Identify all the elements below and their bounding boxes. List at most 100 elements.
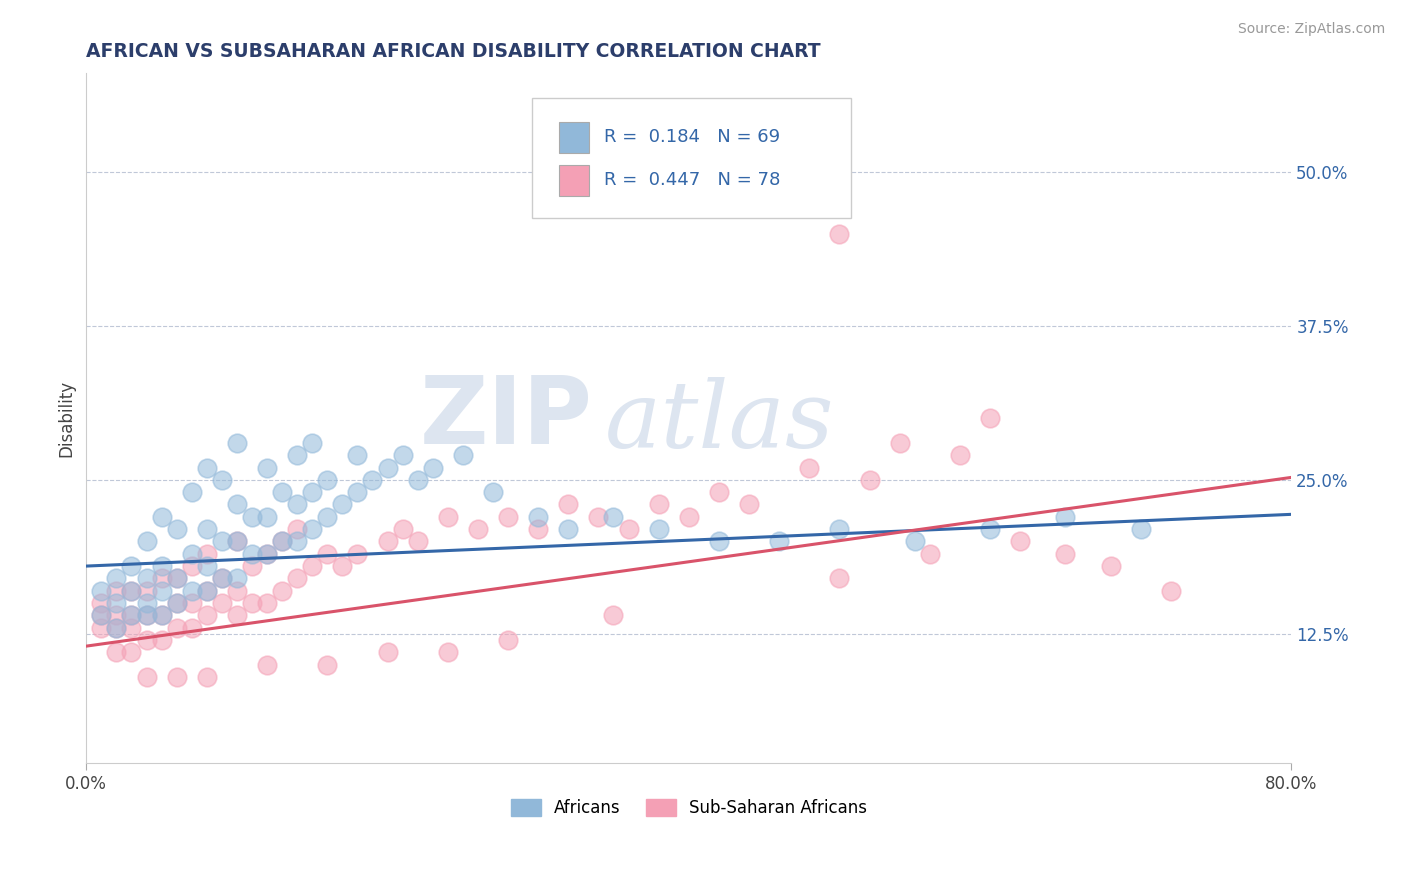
Point [361, 473, 384, 487]
Point [271, 534, 294, 549]
Point [226, 608, 249, 623]
Point [436, 509, 458, 524]
Point [377, 645, 399, 659]
Point [1099, 559, 1122, 574]
Point [391, 448, 413, 462]
Point [828, 522, 851, 536]
Point [105, 608, 128, 623]
Point [602, 509, 624, 524]
Point [285, 534, 308, 549]
Point [889, 436, 911, 450]
Point [647, 522, 669, 536]
Point [377, 460, 399, 475]
Point [211, 534, 233, 549]
Point [918, 547, 941, 561]
Point [211, 571, 233, 585]
Point [105, 621, 128, 635]
Point [226, 534, 249, 549]
Point [346, 547, 368, 561]
Point [271, 485, 294, 500]
Text: R =  0.184   N = 69: R = 0.184 N = 69 [605, 128, 780, 146]
Point [180, 559, 202, 574]
Text: Source: ZipAtlas.com: Source: ZipAtlas.com [1237, 22, 1385, 37]
Point [135, 608, 157, 623]
Point [828, 571, 851, 585]
Point [105, 621, 128, 635]
FancyBboxPatch shape [558, 165, 589, 196]
Point [240, 596, 263, 610]
Y-axis label: Disability: Disability [58, 380, 75, 457]
Point [195, 670, 218, 684]
Point [121, 583, 143, 598]
Point [121, 583, 143, 598]
Text: R =  0.447   N = 78: R = 0.447 N = 78 [605, 171, 780, 189]
Point [121, 608, 143, 623]
Point [166, 522, 188, 536]
Point [1129, 522, 1152, 536]
Point [121, 608, 143, 623]
Point [195, 559, 218, 574]
Point [180, 583, 202, 598]
Point [1054, 509, 1077, 524]
Point [166, 596, 188, 610]
Point [406, 534, 429, 549]
Point [226, 583, 249, 598]
Point [166, 571, 188, 585]
Point [211, 596, 233, 610]
Text: ZIP: ZIP [419, 372, 592, 464]
Point [256, 460, 278, 475]
Point [240, 547, 263, 561]
Point [828, 227, 851, 241]
Point [256, 657, 278, 672]
Point [135, 632, 157, 647]
Point [588, 509, 610, 524]
Point [799, 460, 821, 475]
Point [195, 460, 218, 475]
Point [135, 534, 157, 549]
Point [1160, 583, 1182, 598]
Point [150, 559, 173, 574]
Point [166, 571, 188, 585]
Point [557, 522, 579, 536]
Point [979, 522, 1001, 536]
Point [316, 547, 339, 561]
Point [316, 509, 339, 524]
Point [195, 583, 218, 598]
Point [226, 571, 249, 585]
Point [90, 608, 112, 623]
Point [904, 534, 927, 549]
Point [678, 509, 700, 524]
Point [90, 621, 112, 635]
Point [195, 522, 218, 536]
Point [105, 583, 128, 598]
Point [240, 559, 263, 574]
Point [271, 534, 294, 549]
Point [617, 522, 640, 536]
Point [271, 583, 294, 598]
Point [121, 559, 143, 574]
Point [602, 608, 624, 623]
Point [301, 522, 323, 536]
Point [180, 485, 202, 500]
Point [285, 571, 308, 585]
Point [332, 559, 354, 574]
Point [527, 509, 550, 524]
Point [256, 596, 278, 610]
Point [301, 436, 323, 450]
Point [226, 534, 249, 549]
Point [150, 571, 173, 585]
Point [301, 485, 323, 500]
Point [346, 448, 368, 462]
Point [150, 608, 173, 623]
Point [150, 632, 173, 647]
Point [332, 498, 354, 512]
Point [135, 670, 157, 684]
Point [979, 411, 1001, 425]
Point [316, 657, 339, 672]
Point [316, 473, 339, 487]
Point [256, 547, 278, 561]
Point [121, 645, 143, 659]
Point [166, 596, 188, 610]
Point [451, 448, 474, 462]
Point [256, 509, 278, 524]
